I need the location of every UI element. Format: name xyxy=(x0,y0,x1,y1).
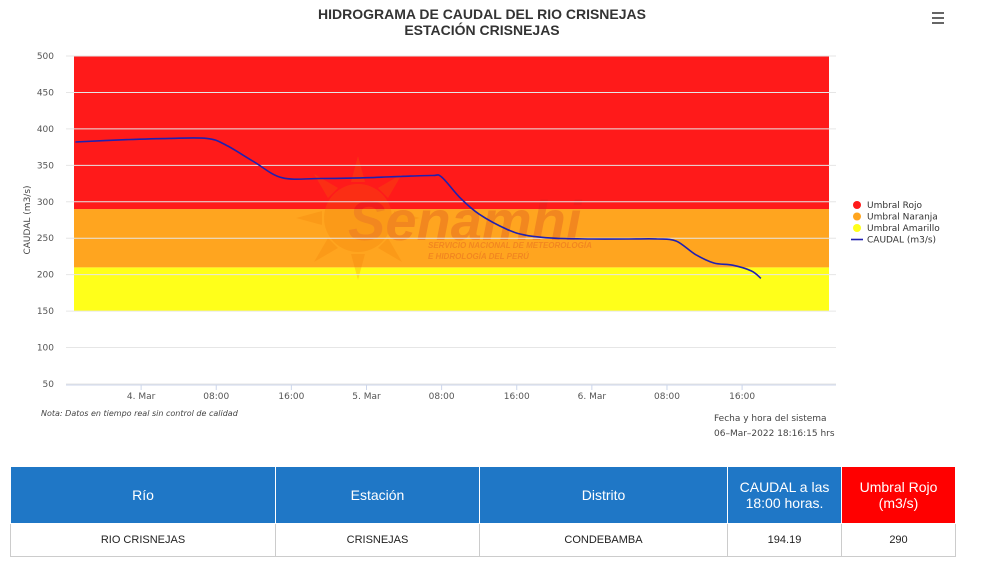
y-tick-label: 200 xyxy=(37,271,54,281)
x-tick-label: 16:00 xyxy=(278,392,304,402)
table-row: RIO CRISNEJAS CRISNEJAS CONDEBAMBA 194.1… xyxy=(10,523,956,557)
x-tick-label: 16:00 xyxy=(504,392,530,402)
x-axis-ticks: 4. Mar 08:00 16:00 5. Mar 08:00 16:00 6. Mar 08… xyxy=(66,384,836,402)
legend-item-umbral-amarillo[interactable]: Umbral Amarillo xyxy=(853,224,940,234)
sun-logo-icon xyxy=(296,156,420,280)
senamhi-watermark: Senamhi SERVICIO NACIONAL DE METEOROLOGÍ… xyxy=(296,156,592,280)
header-distrito: Distrito xyxy=(479,466,728,524)
header-estacion: Estación xyxy=(275,466,480,524)
y-tick-label: 50 xyxy=(43,380,55,390)
series-layer xyxy=(75,137,762,279)
cell-umbral-rojo: 290 xyxy=(841,523,956,557)
hamburger-icon xyxy=(932,12,944,14)
x-tick-label: 5. Mar xyxy=(352,392,381,402)
legend-label: Umbral Naranja xyxy=(867,213,938,223)
header-umbral-rojo: Umbral Rojo (m3/s) xyxy=(841,466,956,524)
station-table: Río Estación Distrito CAUDAL a las 18:00… xyxy=(10,466,956,557)
y-tick-label: 250 xyxy=(37,234,54,244)
threshold-bands xyxy=(74,56,829,312)
y-tick-label: 350 xyxy=(37,161,54,171)
legend-label: Umbral Rojo xyxy=(867,201,923,211)
band-umbral-amarillo xyxy=(74,267,829,312)
watermark-line1: SERVICIO NACIONAL DE METEOROLOGÍA xyxy=(428,241,592,250)
y-tick-label: 400 xyxy=(37,125,54,135)
watermark-brand: Senamhi xyxy=(348,189,583,252)
x-tick-label: 16:00 xyxy=(729,392,755,402)
legend-item-caudal-m3-s[interactable]: CAUDAL (m3/s) xyxy=(851,236,936,246)
x-tick-label: 4. Mar xyxy=(127,392,156,402)
legend-dot-icon xyxy=(853,201,861,209)
chart-title: HIDROGRAMA DE CAUDAL DEL RIO CRISNEJAS xyxy=(318,6,646,22)
x-tick-label: 08:00 xyxy=(654,392,680,402)
cell-estacion: CRISNEJAS xyxy=(275,523,480,557)
x-tick-label: 08:00 xyxy=(203,392,229,402)
legend-dot-icon xyxy=(853,212,861,221)
band-umbral-rojo xyxy=(74,56,829,210)
y-tick-label: 300 xyxy=(37,198,54,208)
legend-item-umbral-rojo[interactable]: Umbral Rojo xyxy=(853,201,923,211)
table-header-row: Río Estación Distrito CAUDAL a las 18:00… xyxy=(10,466,956,524)
y-tick-label: 150 xyxy=(37,307,54,317)
grid-lines xyxy=(66,55,836,385)
y-tick-label: 450 xyxy=(37,88,54,98)
header-caudal: CAUDAL a las 18:00 horas. xyxy=(727,466,842,524)
y-tick-label: 500 xyxy=(37,52,54,62)
header-rio: Río xyxy=(10,466,276,524)
system-time-label: Fecha y hora del sistema xyxy=(714,414,827,424)
y-tick-label: 100 xyxy=(37,344,54,354)
series-caudal-line xyxy=(75,137,762,279)
hydrograph-chart: HIDROGRAMA DE CAUDAL DEL RIO CRISNEJAS E… xyxy=(23,6,940,439)
system-time-value: 06–Mar–2022 18:16:15 hrs xyxy=(714,429,835,439)
x-tick-label: 08:00 xyxy=(429,392,455,402)
quality-note: Nota: Datos en tiempo real sin control d… xyxy=(41,409,239,418)
y-axis-ticks: 500 450 400 350 300 250 200 150 100 50 xyxy=(37,52,54,390)
chart-subtitle: ESTACIÓN CRISNEJAS xyxy=(404,21,559,38)
cell-caudal: 194.19 xyxy=(727,523,842,557)
cell-distrito: CONDEBAMBA xyxy=(479,523,728,557)
cell-rio: RIO CRISNEJAS xyxy=(10,523,276,557)
legend-label: Umbral Amarillo xyxy=(867,224,940,234)
x-tick-label: 6. Mar xyxy=(578,392,607,402)
watermark-line2: E HIDROLOGÍA DEL PERÚ xyxy=(428,252,529,261)
legend-item-umbral-naranja[interactable]: Umbral Naranja xyxy=(853,212,938,223)
legend-label: CAUDAL (m3/s) xyxy=(867,236,936,246)
chart-menu-button[interactable] xyxy=(926,8,950,28)
legend-dot-icon xyxy=(853,224,861,232)
y-axis-label: CAUDAL (m3/s) xyxy=(23,185,33,254)
